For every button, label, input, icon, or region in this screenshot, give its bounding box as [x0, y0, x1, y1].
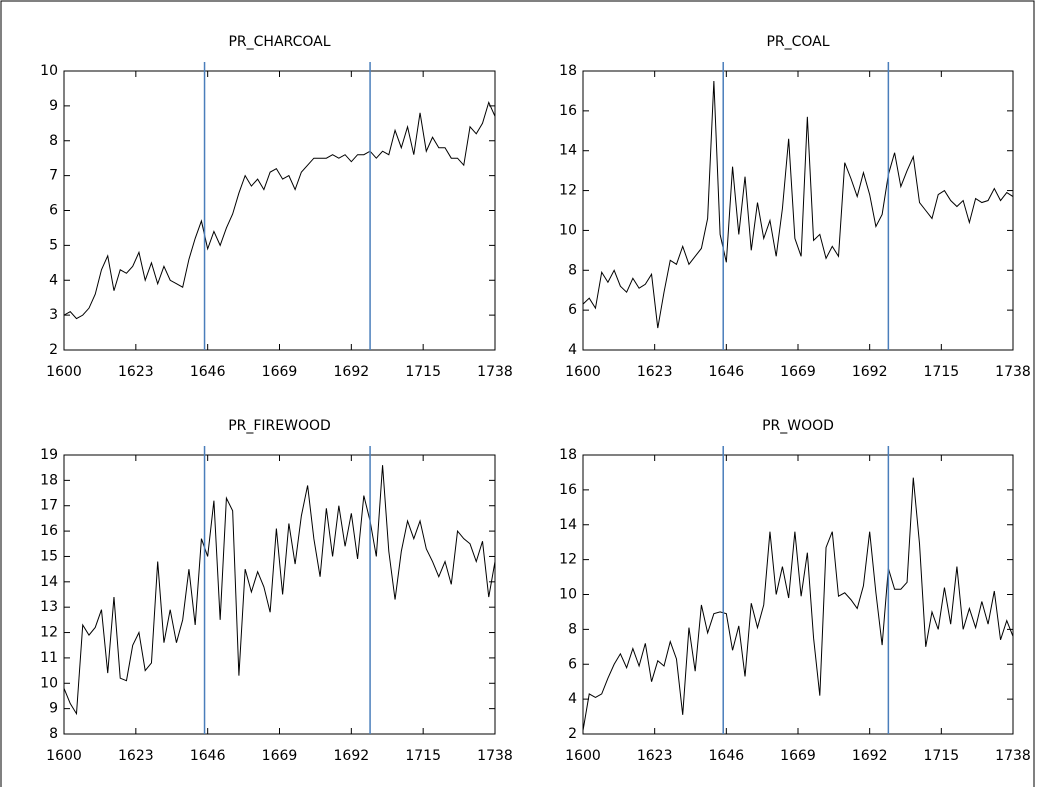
y-tick-label: 16	[559, 482, 577, 498]
y-tick-label: 6	[49, 203, 58, 219]
y-tick-label: 7	[49, 168, 58, 184]
x-tick-label: 1669	[780, 364, 816, 380]
x-tick-label: 1692	[334, 364, 370, 380]
chart-title: PR_COAL	[766, 34, 829, 50]
x-tick-label: 1692	[334, 748, 370, 764]
y-tick-label: 10	[559, 222, 577, 238]
x-tick-label: 1623	[118, 748, 154, 764]
chart-title: PR_WOOD	[762, 418, 834, 434]
y-tick-label: 8	[49, 726, 58, 742]
y-tick-label: 9	[49, 98, 58, 114]
x-tick-label: 1738	[477, 748, 513, 764]
x-tick-label: 1623	[637, 364, 673, 380]
chart-title: PR_FIREWOOD	[228, 418, 331, 434]
y-tick-label: 12	[559, 183, 577, 199]
y-tick-label: 10	[559, 587, 577, 603]
x-tick-label: 1715	[924, 364, 960, 380]
x-tick-label: 1669	[262, 748, 298, 764]
y-tick-label: 14	[40, 574, 58, 590]
y-tick-label: 4	[568, 342, 577, 358]
plot-frame	[63, 454, 496, 735]
y-tick-label: 8	[49, 133, 58, 149]
x-tick-label: 1715	[924, 748, 960, 764]
y-tick-label: 10	[40, 63, 58, 79]
y-tick-label: 16	[40, 523, 58, 539]
x-tick-label: 1715	[405, 748, 441, 764]
y-tick-label: 18	[40, 472, 58, 488]
x-tick-label: 1715	[405, 364, 441, 380]
x-tick-label: 1738	[995, 364, 1031, 380]
y-tick-label: 5	[49, 237, 58, 253]
y-tick-label: 14	[559, 143, 577, 159]
y-tick-label: 8	[568, 262, 577, 278]
y-tick-label: 18	[559, 447, 577, 463]
y-tick-label: 4	[568, 691, 577, 707]
y-tick-label: 4	[49, 272, 58, 288]
series-line	[63, 100, 496, 320]
y-tick-label: 11	[40, 650, 58, 666]
x-tick-label: 1669	[262, 364, 298, 380]
x-tick-label: 1623	[118, 364, 154, 380]
y-tick-label: 19	[40, 447, 58, 463]
y-tick-label: 15	[40, 548, 58, 564]
plot-frame	[582, 70, 1014, 351]
x-tick-label: 1646	[709, 364, 745, 380]
x-tick-label: 1600	[46, 748, 82, 764]
y-tick-label: 2	[49, 342, 58, 358]
y-tick-label: 12	[559, 552, 577, 568]
plot-frame	[582, 454, 1014, 735]
y-tick-label: 9	[49, 701, 58, 717]
y-tick-label: 16	[559, 103, 577, 119]
x-tick-label: 1669	[780, 748, 816, 764]
x-tick-label: 1623	[637, 748, 673, 764]
series-line	[63, 465, 496, 716]
plot-frame	[63, 70, 496, 351]
y-tick-label: 8	[568, 621, 577, 637]
y-tick-label: 3	[49, 307, 58, 323]
chart-title: PR_CHARCOAL	[228, 34, 330, 50]
y-tick-label: 6	[568, 302, 577, 318]
x-tick-label: 1738	[995, 748, 1031, 764]
y-tick-label: 12	[40, 625, 58, 641]
x-tick-label: 1692	[852, 364, 888, 380]
y-tick-label: 18	[559, 63, 577, 79]
x-tick-label: 1600	[565, 748, 601, 764]
x-tick-label: 1646	[190, 364, 226, 380]
y-tick-label: 6	[568, 656, 577, 672]
y-tick-label: 17	[40, 498, 58, 514]
x-tick-label: 1646	[190, 748, 226, 764]
series-line	[582, 80, 1014, 329]
y-tick-label: 13	[40, 599, 58, 615]
x-tick-label: 1646	[709, 748, 745, 764]
x-tick-label: 1692	[852, 748, 888, 764]
y-tick-label: 2	[568, 726, 577, 742]
x-tick-label: 1600	[46, 364, 82, 380]
series-line	[582, 477, 1014, 731]
x-tick-label: 1600	[565, 364, 601, 380]
y-tick-label: 14	[559, 517, 577, 533]
y-tick-label: 10	[40, 675, 58, 691]
x-tick-label: 1738	[477, 364, 513, 380]
